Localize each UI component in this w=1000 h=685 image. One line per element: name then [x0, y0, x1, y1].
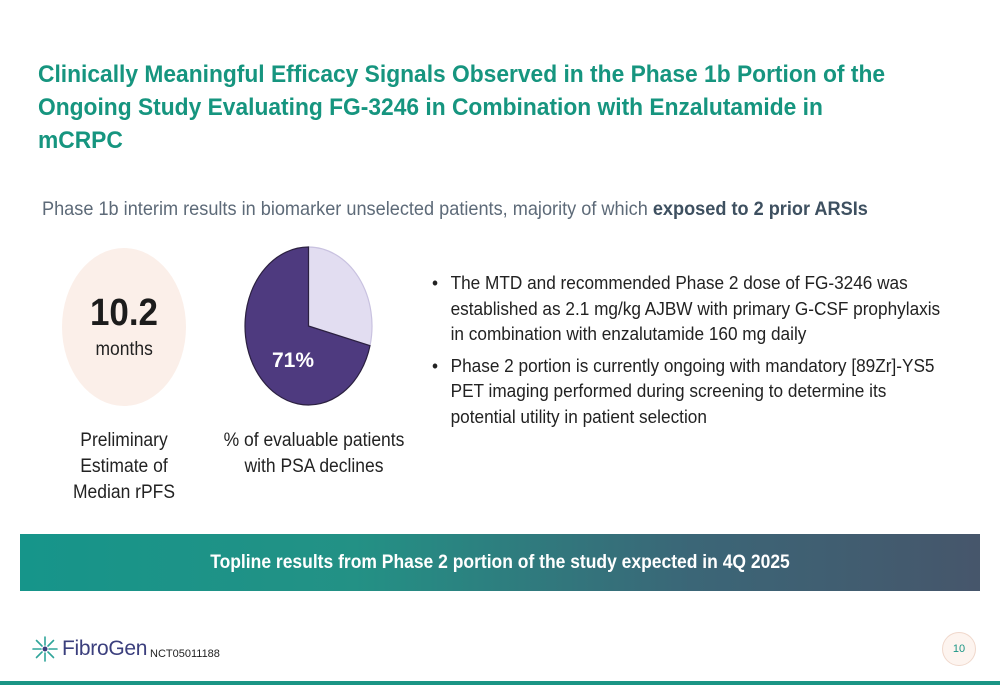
fibrogen-logo: FibroGen: [32, 636, 147, 662]
topline-banner: Topline results from Phase 2 portion of …: [20, 534, 980, 591]
results-bullet-list: • The MTD and recommended Phase 2 dose o…: [432, 270, 953, 435]
rpfs-stat-circle: 10.2 months: [62, 248, 186, 406]
slide-title: Clinically Meaningful Efficacy Signals O…: [38, 58, 912, 157]
bullet-icon: •: [432, 272, 439, 293]
pie-slice-remainder: [307, 246, 373, 347]
bullet-item: • The MTD and recommended Phase 2 dose o…: [432, 270, 953, 347]
subtitle-bold-text: exposed to 2 prior ARSIs: [652, 198, 868, 220]
slide-subtitle: Phase 1b interim results in biomarker un…: [42, 196, 935, 222]
fibrogen-starburst-icon: [32, 636, 58, 662]
bullet-icon: •: [432, 354, 439, 376]
logo-text: FibroGen: [62, 637, 148, 660]
bullet-text: Phase 2 portion is currently ongoing wit…: [450, 354, 935, 427]
rpfs-label: Preliminary Estimate of Median rPFS: [54, 428, 194, 506]
subtitle-text: Phase 1b interim results in biomarker un…: [42, 198, 653, 220]
rpfs-label-line: Estimate of: [80, 456, 168, 477]
psa-decline-pie-chart: [244, 246, 373, 406]
pie-data-label: 71%: [271, 349, 315, 372]
page-number: 10: [942, 632, 976, 666]
nct-identifier: NCT05011188: [150, 648, 220, 660]
rpfs-value: 10.2: [89, 292, 159, 334]
banner-text: Topline results from Phase 2 portion of …: [210, 551, 790, 573]
bullet-text: The MTD and recommended Phase 2 dose of …: [450, 272, 941, 344]
slide-title-line-2: Ongoing Study Evaluating FG-3246 in Comb…: [38, 94, 823, 154]
pie-caption: % of evaluable patients with PSA decline…: [213, 428, 415, 480]
rpfs-unit: months: [95, 339, 153, 360]
rpfs-label-line: Median rPFS: [72, 482, 176, 503]
slide-title-line-1: Clinically Meaningful Efficacy Signals O…: [38, 61, 886, 88]
bullet-item: • Phase 2 portion is currently ongoing w…: [432, 353, 953, 430]
pie-caption-line: % of evaluable patients: [223, 430, 405, 451]
pie-slice-psa-decline: [244, 246, 371, 406]
bottom-divider: [0, 681, 1000, 685]
pie-caption-line: with PSA declines: [244, 456, 384, 477]
rpfs-label-line: Preliminary: [80, 430, 168, 451]
